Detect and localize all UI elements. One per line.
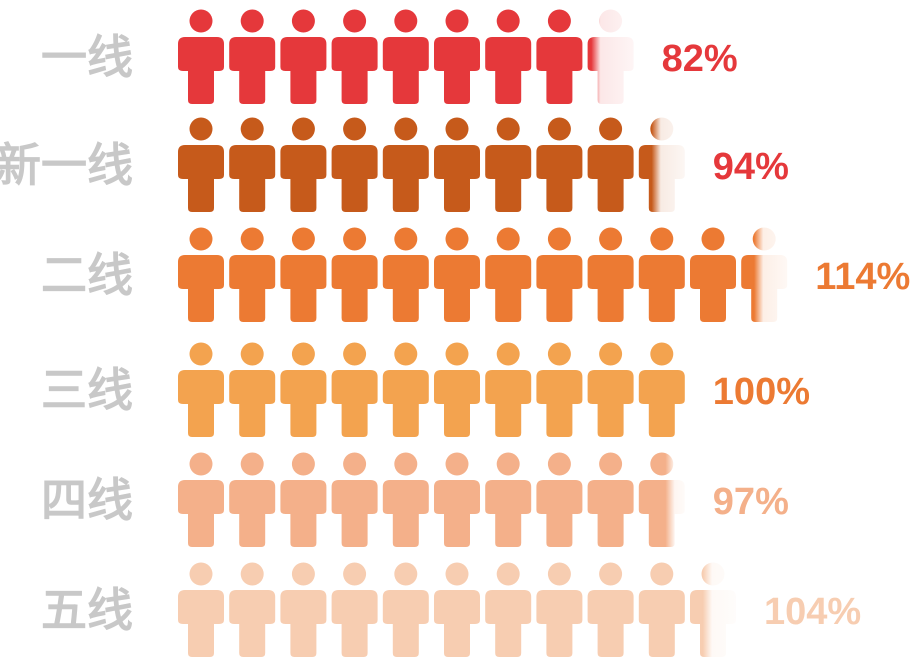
value-label: 94% [713,146,789,188]
person-icon [178,342,224,437]
person-icon [229,117,276,212]
person-icon [434,117,480,212]
person-icon [178,562,224,657]
person-icon [587,227,634,322]
value-label: 114% [815,256,910,298]
category-label: 二线 [41,249,133,301]
person-icon [587,342,634,437]
person-icon [382,342,429,437]
person-icon [536,562,583,657]
value-label: 97% [713,481,789,523]
person-icon [485,562,532,657]
pictograph-row: 三线 100% [41,342,810,437]
person-icon [536,227,583,322]
person-icon [536,9,583,104]
category-label: 一线 [41,31,133,83]
category-label: 四线 [41,474,133,526]
person-icon [485,452,532,547]
person-icon [382,227,429,322]
pictograph-row: 五线 104% [41,562,861,657]
person-icon [178,452,224,547]
person-icon [382,117,429,212]
person-icon [280,452,327,547]
category-label: 三线 [41,364,133,416]
person-icon [229,562,276,657]
person-icon [229,9,276,104]
person-icon [229,227,276,322]
person-icon [638,562,685,657]
pictograph-row: 一线 82% [41,9,738,104]
pictograph-row: 二线 114% [41,227,910,322]
person-icon-partial [741,227,788,322]
person-icon [434,562,480,657]
value-label: 100% [713,371,810,413]
person-icon-partial [638,117,685,212]
person-icon [536,342,583,437]
person-icon [178,227,224,322]
person-icon [331,227,378,322]
person-icon [280,342,327,437]
person-icon [587,452,634,547]
person-icon [280,562,327,657]
person-icon [485,227,532,322]
person-icon [178,117,224,212]
person-icon-partial [638,452,685,547]
person-icon-partial [690,562,736,657]
chart-rows: 一线 82% 新一线 94% 二线 114% 三线 100% 四线 97% 五线 104% [0,9,910,657]
pictograph-row: 新一线 94% [0,117,789,212]
person-icon [280,227,327,322]
person-icon [434,452,480,547]
person-icon [485,117,532,212]
person-icon [229,452,276,547]
person-icon [638,342,685,437]
person-icon [587,562,634,657]
person-icon [382,9,429,104]
pictograph-row: 四线 97% [41,452,789,547]
person-icon [331,117,378,212]
person-icon [331,562,378,657]
person-icon [382,452,429,547]
person-icon [485,9,532,104]
person-icon [331,342,378,437]
person-icon [229,342,276,437]
person-icon-partial [587,9,634,104]
person-icon [690,227,736,322]
value-label: 104% [764,591,861,633]
person-icon [280,9,327,104]
value-label: 82% [662,38,738,80]
category-label: 新一线 [0,139,133,191]
person-icon [536,117,583,212]
person-icon [178,9,224,104]
person-icon [382,562,429,657]
person-icon [638,227,685,322]
person-icon [434,227,480,322]
person-icon [434,342,480,437]
person-icon [587,117,634,212]
person-icon [280,117,327,212]
person-icon [536,452,583,547]
category-label: 五线 [41,584,133,636]
person-icon [434,9,480,104]
person-icon [485,342,532,437]
person-icon [331,452,378,547]
person-icon [331,9,378,104]
